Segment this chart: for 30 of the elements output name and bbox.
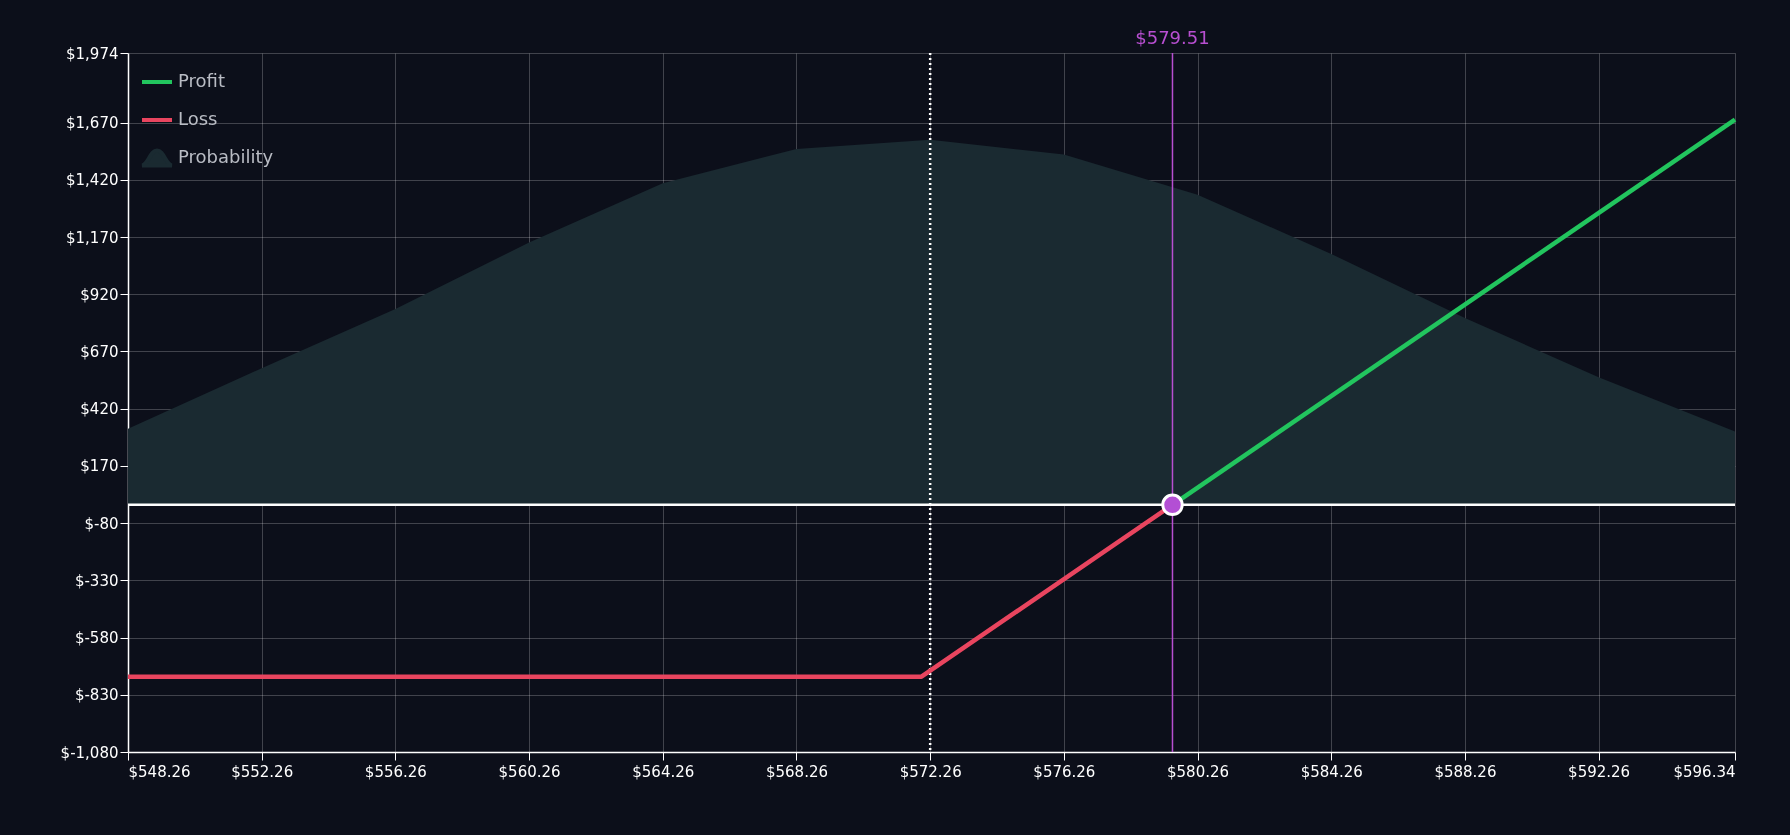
y-tick-label: $1,974 <box>66 44 119 63</box>
legend-label: Loss <box>178 108 218 129</box>
legend-label: Profit <box>178 70 225 91</box>
x-tick-label: $564.26 <box>632 762 695 781</box>
x-tick-label: $548.26 <box>128 762 191 781</box>
x-tick-label: $596.34 <box>1673 762 1736 781</box>
x-tick-label: $552.26 <box>231 762 294 781</box>
legend-label: Probability <box>178 146 274 167</box>
y-tick-label: $420 <box>80 400 119 419</box>
x-tick-label: $556.26 <box>364 762 427 781</box>
x-tick-label: $588.26 <box>1434 762 1497 781</box>
x-tick-label: $580.26 <box>1167 762 1230 781</box>
x-tick-label: $584.26 <box>1300 762 1363 781</box>
y-tick-label: $-330 <box>74 571 119 590</box>
x-tick-label: $592.26 <box>1568 762 1631 781</box>
y-tick-label: $170 <box>80 457 119 476</box>
x-tick-label: $576.26 <box>1033 762 1096 781</box>
x-tick-label: $560.26 <box>498 762 561 781</box>
y-tick-label: $-1,080 <box>60 743 119 762</box>
y-tick-label: $670 <box>80 342 119 361</box>
ref-line-label: $579.51 <box>1135 27 1210 48</box>
x-tick-label: $568.26 <box>765 762 828 781</box>
y-tick-label: $920 <box>80 285 119 304</box>
y-tick-label: $1,170 <box>66 228 119 247</box>
y-tick-label: $-80 <box>84 514 119 533</box>
y-tick-label: $1,670 <box>66 114 119 133</box>
y-tick-label: $1,420 <box>66 171 119 190</box>
y-tick-label: $-580 <box>74 629 119 648</box>
x-tick-label: $572.26 <box>899 762 962 781</box>
y-tick-label: $-830 <box>74 686 119 705</box>
